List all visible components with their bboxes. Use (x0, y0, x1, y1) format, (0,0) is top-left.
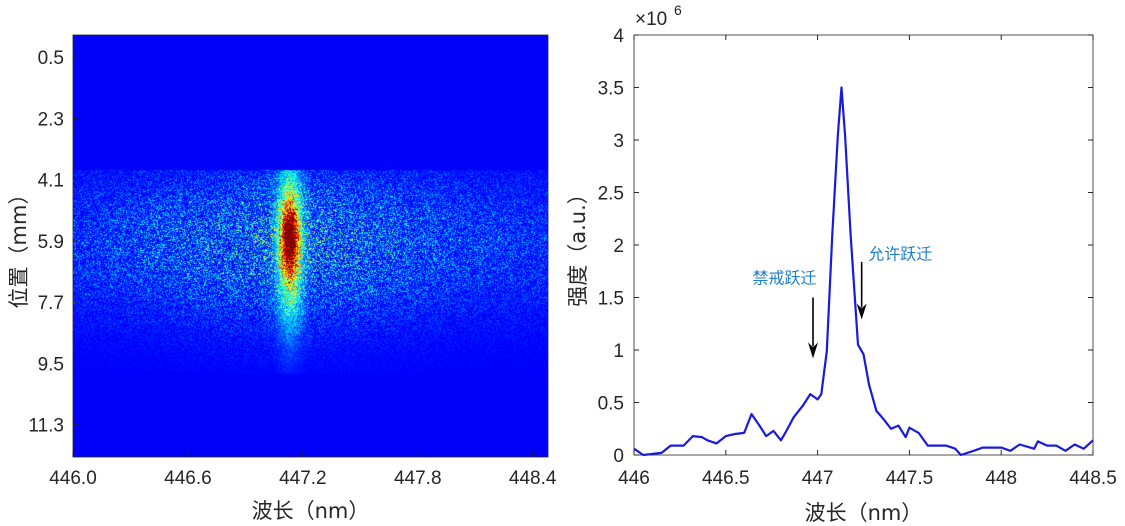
annotation-arrow-head (856, 303, 867, 320)
y-tick-label: 0 (613, 446, 624, 467)
x-axis-label: 波长（nm） (805, 501, 923, 525)
y-tick-label: 2 (613, 236, 624, 257)
y-tick-label: 1 (613, 341, 624, 362)
x-tick-label: 447.8 (394, 468, 442, 489)
y-tick-label: 7.7 (38, 293, 64, 314)
x-tick-label: 446.6 (164, 468, 212, 489)
x-tick-label: 448.4 (509, 468, 557, 489)
y-tick-label: 0.5 (598, 394, 624, 415)
annotation-label: 允许跃迁 (868, 244, 932, 263)
plot-frame (633, 34, 1094, 456)
spectrum-line (633, 86, 1094, 457)
y-tick-label: 5.9 (38, 232, 64, 253)
annotation-label: 禁戒跃迁 (753, 269, 817, 288)
x-tick-label: 447 (802, 468, 834, 489)
x-tick-label: 446 (618, 468, 650, 489)
y-tick-label: 3 (613, 131, 624, 152)
y-axis-label: 强度（a.u.） (566, 183, 590, 307)
heatmap-axes: 446.0 446.6 447.2 447.8 448.4 0.5 2.3 4.1 5.9 7.7… (7, 34, 557, 523)
x-tick-label: 446.0 (49, 468, 97, 489)
y-tick-label: 1.5 (598, 289, 624, 310)
heatmap-frame (72, 34, 549, 458)
x-tick-label: 448 (985, 468, 1017, 489)
x-tick-label: 447.2 (279, 468, 327, 489)
annotation-arrow-head (808, 342, 819, 359)
y-exponent-power: 6 (674, 2, 682, 18)
x-tick-label: 447.5 (886, 468, 934, 489)
y-tick-label: 11.3 (28, 416, 64, 437)
y-tick-label: 2.3 (38, 109, 64, 130)
y-tick-label: 9.5 (38, 354, 64, 375)
y-tick-label: 4.1 (38, 171, 64, 192)
x-tick-label: 448.5 (1069, 468, 1117, 489)
y-tick-label: 0.5 (38, 48, 64, 69)
heatmap-image (73, 35, 548, 457)
y-tick-label: 2.5 (598, 184, 624, 205)
y-exponent-base: ×10 (635, 9, 667, 30)
y-tick-label: 3.5 (598, 79, 624, 100)
x-axis-label: 波长（nm） (252, 499, 370, 523)
x-tick-label: 446.5 (702, 468, 750, 489)
spectrum-axes: 446 446.5 447 447.5 448 448.5 0 0.5 1 1.5 2 2.5 3 3.5… (566, 2, 1117, 525)
y-tick-label: 4 (613, 26, 624, 47)
y-axis-label: 位置（mm） (7, 184, 31, 309)
